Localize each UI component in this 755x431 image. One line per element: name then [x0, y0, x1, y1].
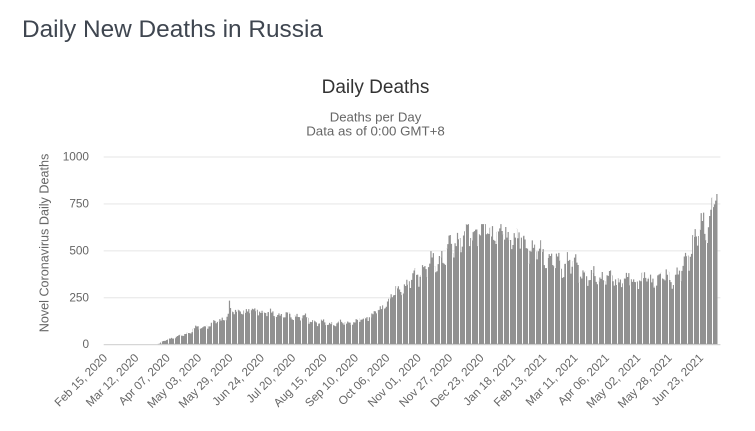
svg-text:500: 500 [69, 243, 89, 257]
svg-text:0: 0 [82, 337, 89, 351]
svg-text:250: 250 [69, 290, 89, 304]
svg-text:Deaths per Day: Deaths per Day [330, 110, 422, 125]
svg-text:Daily New Deaths in Russia: Daily New Deaths in Russia [22, 16, 323, 43]
svg-text:Data as of 0:00 GMT+8: Data as of 0:00 GMT+8 [306, 124, 445, 139]
svg-text:Novel Coronavirus Daily Deaths: Novel Coronavirus Daily Deaths [38, 154, 52, 332]
svg-text:Daily Deaths: Daily Deaths [322, 77, 430, 98]
svg-text:1000: 1000 [63, 150, 90, 164]
svg-text:750: 750 [69, 196, 89, 210]
